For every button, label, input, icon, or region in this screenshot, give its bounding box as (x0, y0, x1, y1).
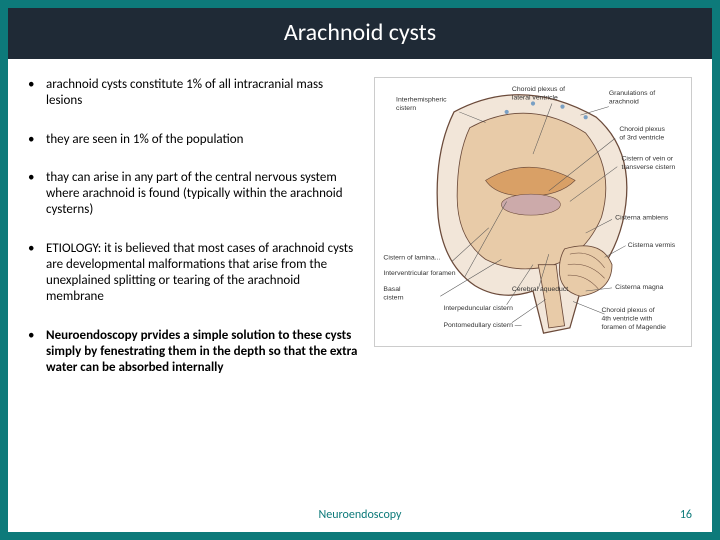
figure-label: foramen of Magendie (601, 324, 666, 331)
footer-text: Neuroendoscopy (8, 508, 712, 522)
figure-label: Granulations of (609, 90, 655, 97)
figure-label: Choroid plexus of (601, 307, 654, 314)
figure-label: Cisterna vermis (628, 242, 676, 249)
figure-label: Cisterna ambiens (615, 214, 669, 221)
figure-label: Pontomedullary cistern — (443, 322, 521, 329)
figure-label: Interhemispheric (396, 96, 447, 103)
bullet-item: • Neuroendoscopy prvides a simple soluti… (28, 328, 358, 377)
bullet-item: • arachnoid cysts constitute 1% of all i… (28, 77, 358, 110)
figure-label: lateral ventricle (512, 94, 558, 101)
bullet-marker: • (28, 77, 46, 110)
figure-label: Cerebral aqueduct (512, 286, 568, 293)
content-area: • arachnoid cysts constitute 1% of all i… (8, 59, 712, 398)
bullet-item: • they are seen in 1% of the population (28, 132, 358, 148)
figure-label: arachnoid (609, 99, 639, 106)
slide-title: Arachnoid cysts (284, 18, 436, 47)
figure-label: Cisterna magna (615, 284, 663, 291)
figure-label: Cistern of lamina... (383, 254, 440, 261)
bullet-text: arachnoid cysts constitute 1% of all int… (46, 77, 358, 110)
figure-label: transverse cistern (621, 164, 675, 171)
figure-label: Interpeduncular cistern (443, 305, 513, 312)
figure-label: 4th ventricle with (601, 315, 652, 322)
bullet-list: • arachnoid cysts constitute 1% of all i… (28, 77, 358, 398)
slide: Arachnoid cysts • arachnoid cysts consti… (8, 8, 712, 532)
brain-diagram-svg: Interhemispheric cistern Choroid plexus … (375, 78, 691, 346)
bullet-item: • ETIOLOGY: it is believed that most cas… (28, 241, 358, 306)
anatomy-figure: Interhemispheric cistern Choroid plexus … (374, 77, 692, 347)
bullet-text: Neuroendoscopy prvides a simple solution… (46, 328, 358, 377)
figure-label: cistern (396, 105, 416, 112)
bullet-text: they are seen in 1% of the population (46, 132, 358, 148)
figure-label: Choroid plexus of (512, 86, 565, 93)
title-bar: Arachnoid cysts (8, 8, 712, 59)
figure-label: Choroid plexus (619, 126, 665, 133)
figure-label: of 3rd ventricle (619, 134, 664, 141)
figure-label: cistern (383, 294, 403, 301)
bullet-text: thay can arise in any part of the centra… (46, 170, 358, 219)
figure-label: Basal (383, 286, 401, 293)
figure-label: Cistern of vein or (621, 155, 673, 162)
bullet-item: • thay can arise in any part of the cent… (28, 170, 358, 219)
bullet-marker: • (28, 170, 46, 219)
page-number: 16 (680, 508, 692, 522)
bullet-marker: • (28, 241, 46, 306)
figure-label: Interventricular foramen (383, 270, 455, 277)
bullet-text: ETIOLOGY: it is believed that most cases… (46, 241, 358, 306)
bullet-marker: • (28, 132, 46, 148)
bullet-marker: • (28, 328, 46, 377)
